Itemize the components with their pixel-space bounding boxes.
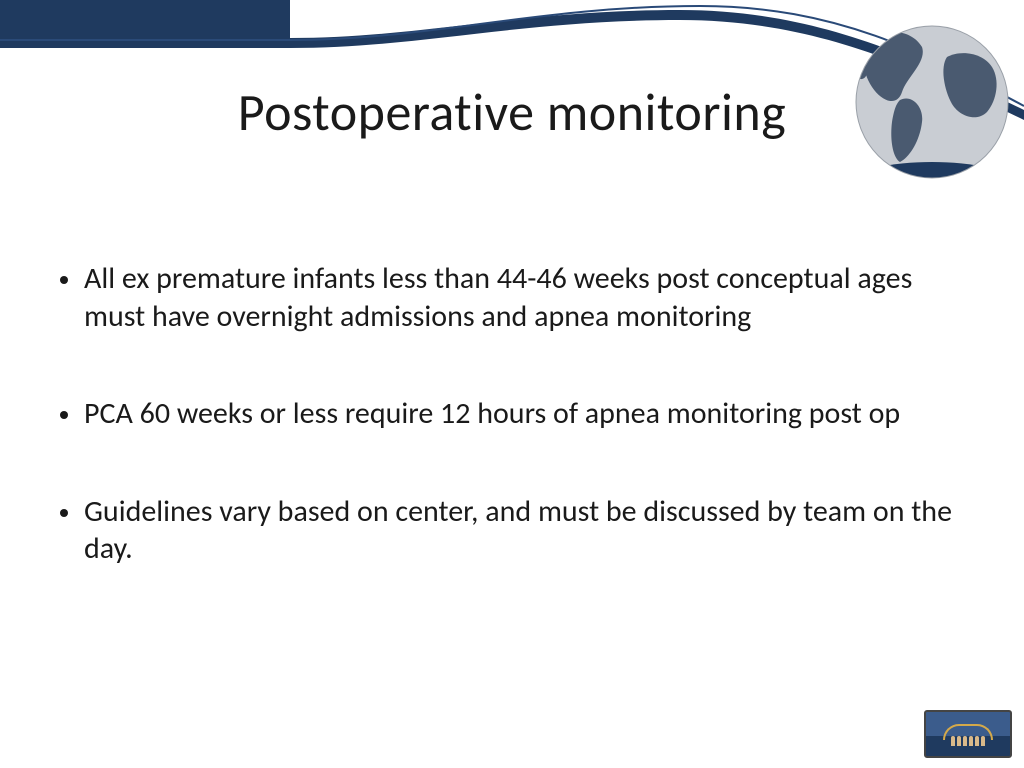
- bullet-dot-icon: [60, 276, 68, 284]
- bullet-text: All ex premature infants less than 44-46…: [84, 260, 964, 335]
- footer-logo: [924, 710, 1012, 758]
- bullet-text: Guidelines vary based on center, and mus…: [84, 493, 964, 568]
- logo-figures-icon: [951, 736, 985, 746]
- bullet-text: PCA 60 weeks or less require 12 hours of…: [84, 395, 900, 433]
- header-bar: [0, 0, 290, 38]
- bullet-list: All ex premature infants less than 44-46…: [60, 260, 964, 628]
- bullet-dot-icon: [60, 411, 68, 419]
- list-item: Guidelines vary based on center, and mus…: [60, 493, 964, 568]
- list-item: All ex premature infants less than 44-46…: [60, 260, 964, 335]
- slide: Postoperative monitoring All ex prematur…: [0, 0, 1024, 768]
- list-item: PCA 60 weeks or less require 12 hours of…: [60, 395, 964, 433]
- bullet-dot-icon: [60, 509, 68, 517]
- slide-title: Postoperative monitoring: [0, 80, 1024, 144]
